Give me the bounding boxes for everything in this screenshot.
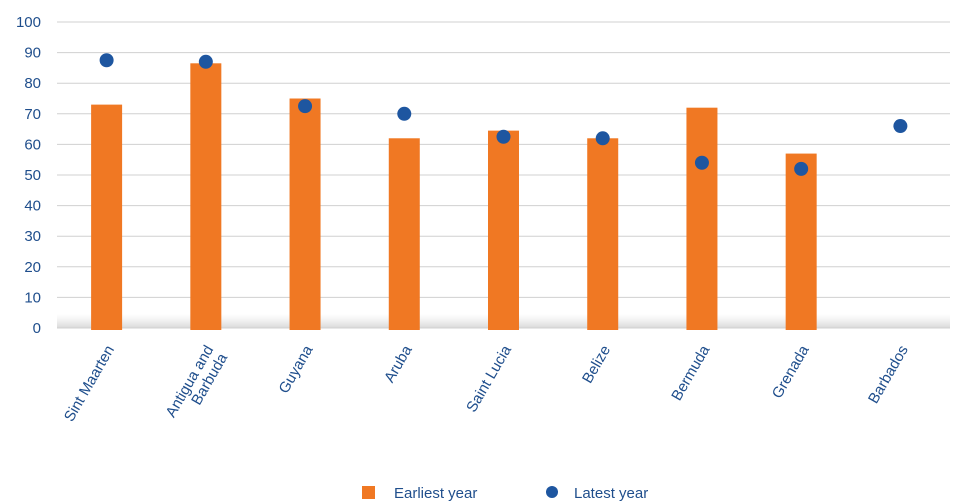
- latest-year-dot: [198, 54, 213, 69]
- y-tick-label: 100: [16, 14, 41, 31]
- y-tick-label: 0: [33, 320, 41, 337]
- x-category-label: Guyana: [276, 342, 317, 397]
- x-category-label: Bermuda: [668, 342, 713, 404]
- latest-year-dots: [99, 53, 908, 176]
- x-category-label-line: Aruba: [381, 342, 416, 386]
- x-category-label-line: Bermuda: [668, 342, 713, 404]
- x-category-label: Aruba: [381, 342, 416, 386]
- y-tick-label: 60: [24, 136, 41, 153]
- y-tick-label: 50: [24, 167, 41, 184]
- latest-year-dot: [397, 106, 412, 121]
- x-category-label-line: Sint Maarten: [61, 343, 118, 425]
- legend-label-earliest-year: Earliest year: [394, 485, 477, 502]
- x-category-label-line: Grenada: [769, 342, 813, 402]
- earliest-year-bar: [785, 153, 817, 330]
- x-category-label: Sint Maarten: [61, 343, 118, 425]
- earliest-year-bar: [190, 63, 222, 331]
- x-category-label-line: Saint Lucia: [463, 342, 515, 415]
- y-axis-tick-labels: 0 10 20 30 40 50 60 70 80 90 100: [16, 14, 41, 337]
- latest-year-dot: [496, 129, 511, 144]
- y-tick-label: 70: [24, 106, 41, 123]
- x-category-label-line: Guyana: [276, 342, 317, 397]
- latest-year-dot: [298, 99, 313, 114]
- y-tick-label: 10: [24, 289, 41, 306]
- earliest-year-bar: [388, 138, 420, 330]
- x-category-label: Barbados: [865, 343, 912, 407]
- latest-year-dot: [99, 53, 114, 68]
- x-category-label: Saint Lucia: [463, 342, 515, 415]
- y-tick-label: 30: [24, 228, 41, 245]
- earliest-year-bar: [587, 138, 619, 330]
- x-axis-category-labels: Sint Maarten Antigua andBarbuda Guyana Arub…: [61, 342, 912, 428]
- y-tick-label: 40: [24, 198, 41, 215]
- earliest-year-bar: [686, 107, 718, 331]
- latest-year-dot: [694, 155, 709, 170]
- legend: Earliest year Latest year: [362, 485, 648, 502]
- x-category-label: Belize: [579, 343, 614, 387]
- legend-label-latest-year: Latest year: [574, 485, 648, 502]
- earliest-year-bar: [488, 130, 519, 330]
- y-tick-label: 90: [24, 45, 41, 62]
- legend-swatch-latest-year: [546, 486, 558, 498]
- latest-year-dot: [893, 119, 908, 134]
- earliest-year-bars: [91, 63, 817, 331]
- x-category-label-line: Barbados: [865, 343, 912, 407]
- y-tick-label: 20: [24, 259, 41, 276]
- earliest-year-bar: [91, 104, 123, 331]
- x-category-label: Grenada: [769, 342, 813, 402]
- x-category-label: Antigua andBarbuda: [163, 342, 232, 428]
- y-tick-label: 80: [24, 75, 41, 92]
- latest-year-dot: [595, 131, 610, 146]
- x-category-label-line: Belize: [579, 343, 614, 387]
- legend-swatch-earliest-year: [362, 486, 375, 499]
- latest-year-dot: [794, 161, 809, 176]
- earliest-year-bar: [289, 98, 321, 330]
